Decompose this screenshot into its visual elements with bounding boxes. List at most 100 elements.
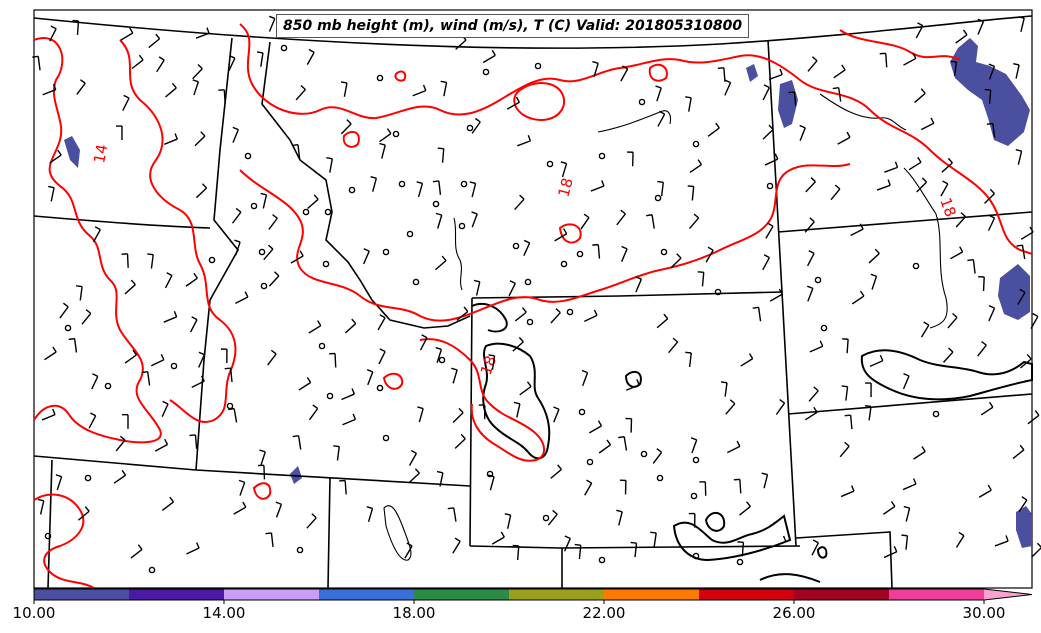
colorbar-segment: [604, 589, 700, 600]
wind-barb: [456, 306, 469, 321]
calm-wind-marker: [260, 282, 268, 290]
calm-wind-marker: [458, 222, 466, 230]
wind-barb: [876, 179, 891, 191]
colorbar-segment: [414, 589, 510, 600]
wind-barb: [950, 60, 958, 77]
wind-barb: [195, 27, 210, 39]
wind-barb: [76, 79, 86, 95]
wind-barb: [590, 180, 605, 192]
wind-barb: [88, 412, 97, 429]
wind-barb: [761, 472, 769, 489]
calm-wind-marker: [170, 362, 178, 370]
wind-barb: [769, 288, 783, 302]
wind-barb: [940, 180, 949, 197]
calm-wind-marker: [566, 308, 574, 316]
wind-barb: [379, 142, 386, 159]
wind-barbs: [32, 15, 1041, 560]
wind-barb: [452, 537, 461, 554]
wind-barb: [805, 177, 816, 193]
wind-barb: [164, 272, 173, 289]
wind-barb: [618, 435, 628, 451]
wind-barb: [81, 309, 92, 325]
calm-wind-marker: [466, 124, 474, 132]
calm-wind-marker: [258, 248, 266, 256]
calm-wind-marker: [326, 392, 334, 400]
wind-barb: [259, 449, 266, 466]
wind-barb: [994, 535, 1009, 547]
contour-ne-arc: [839, 29, 961, 61]
wind-barb: [523, 239, 531, 256]
wind-barb: [913, 446, 926, 460]
calm-wind-marker: [560, 260, 568, 268]
wind-barb: [419, 334, 428, 351]
wind-barb: [832, 86, 842, 102]
wind-barb: [725, 399, 736, 415]
calm-wind-marker: [348, 186, 356, 194]
wind-barb: [435, 212, 443, 229]
wind-barb: [37, 498, 45, 515]
colorbar-segment: [794, 589, 890, 600]
contour-label: 18: [554, 176, 576, 199]
bighorn-river: [453, 217, 463, 291]
wind-barb: [967, 258, 976, 274]
calm-wind-marker: [656, 474, 664, 482]
wind-barb: [657, 180, 664, 197]
mt-border-east: [767, 39, 783, 293]
calm-wind-marker: [534, 62, 542, 70]
calm-wind-marker: [64, 324, 72, 332]
contour-18-south: [239, 163, 851, 322]
wind-barb: [267, 349, 277, 366]
wind-barb: [154, 438, 169, 452]
wind-barb: [625, 379, 640, 391]
calm-wind-marker: [578, 408, 586, 416]
wind-barb: [941, 157, 953, 173]
wind-barb: [326, 157, 333, 173]
wind-barb: [670, 253, 682, 269]
wind-barb: [1017, 288, 1026, 305]
calm-wind-marker: [526, 318, 534, 326]
wind-barb: [235, 291, 249, 304]
wind-barb: [191, 375, 205, 389]
wind-barb: [560, 161, 568, 178]
wind-barb: [491, 531, 505, 545]
colorbar-segment: [699, 589, 795, 600]
wind-barb: [689, 159, 703, 174]
wind-barb: [616, 209, 626, 226]
wind-barb: [592, 243, 601, 259]
wind-barb: [256, 51, 264, 67]
wind-barb: [268, 271, 280, 287]
wind-barb: [165, 82, 177, 98]
wind-barb: [699, 481, 707, 496]
wind-barb: [738, 501, 751, 516]
colorbar-tick-label: 14.00: [202, 604, 246, 622]
wind-barb: [839, 441, 850, 458]
calm-wind-marker: [932, 410, 940, 418]
wind-barb: [308, 320, 322, 334]
wind-barb: [635, 276, 643, 293]
calm-wind-marker: [654, 194, 662, 202]
wind-barb: [451, 367, 458, 384]
calm-wind-marker: [660, 248, 668, 256]
wind-barb: [547, 509, 558, 526]
wind-barb: [850, 223, 864, 237]
wind-barb: [625, 417, 633, 433]
wind-barb: [233, 501, 247, 515]
calm-wind-marker: [322, 260, 330, 268]
wind-barb: [915, 22, 924, 39]
wind-barb: [122, 414, 129, 429]
wind-barb: [435, 346, 443, 363]
contour-18-main: [239, 23, 1033, 255]
wind-barb: [218, 89, 226, 104]
wind-barb: [762, 124, 774, 140]
wind-barb: [947, 312, 958, 329]
wind-barb: [688, 512, 696, 528]
temperature-contours: [33, 23, 1033, 589]
calm-wind-marker: [406, 230, 414, 238]
terrain-ridge-2: [759, 573, 821, 583]
wind-barb: [1020, 353, 1032, 369]
wind-barb: [147, 253, 154, 269]
wind-barb: [837, 131, 851, 145]
wind-barb: [737, 541, 745, 557]
wind-barb: [49, 149, 62, 164]
wind-barb: [902, 478, 917, 491]
